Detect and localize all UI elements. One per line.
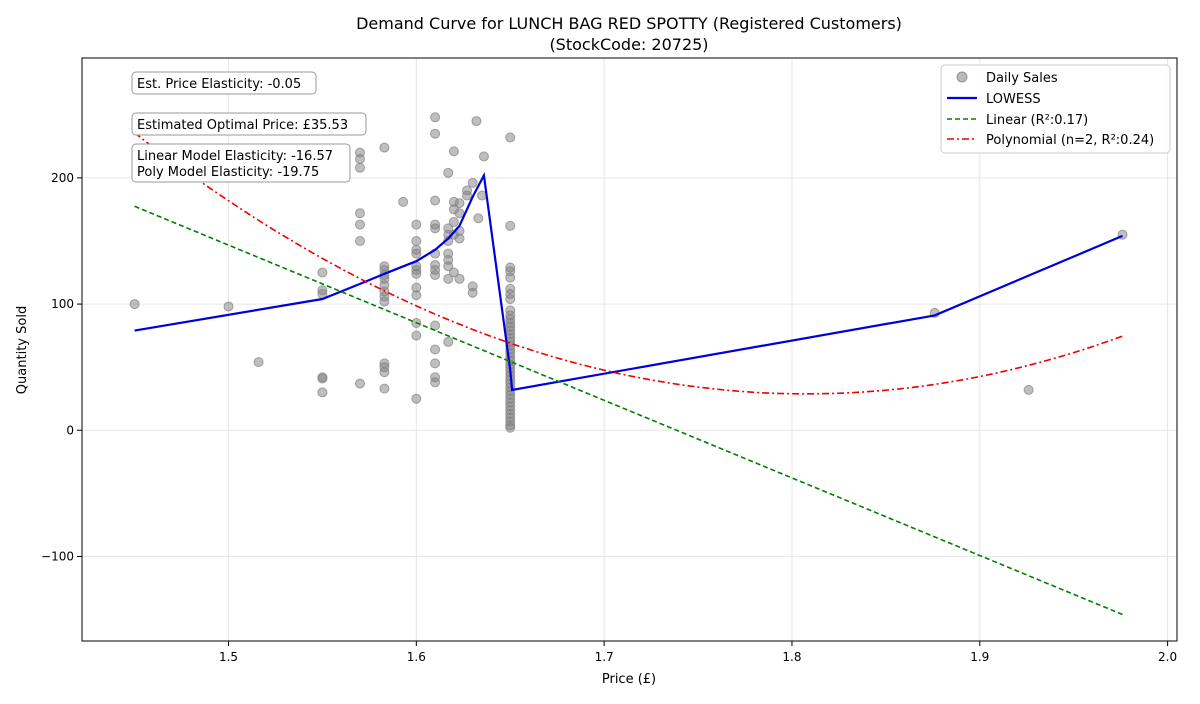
series-line-linear-r-0-17 <box>134 205 1123 616</box>
x-tick-label: 1.8 <box>782 650 801 664</box>
annotation-optimal-price: Estimated Optimal Price: £35.53 <box>131 112 367 136</box>
y-tick-label: 200 <box>51 171 74 185</box>
x-tick-label: 1.5 <box>219 650 238 664</box>
data-point <box>505 294 516 305</box>
data-point <box>448 146 459 157</box>
data-point <box>443 167 454 178</box>
data-point <box>430 358 441 369</box>
plot-frame <box>81 57 1178 642</box>
data-point <box>505 272 516 283</box>
data-point <box>430 270 441 281</box>
data-point <box>443 273 454 284</box>
annotation-model-elasticity: Linear Model Elasticity: -16.57 Poly Mod… <box>131 143 351 183</box>
data-point <box>473 213 484 224</box>
axis-ticks: 1.5 1.6 1.7 1.8 1.9 2.0 −100 0 100 200 <box>41 171 1177 664</box>
legend: Daily Sales LOWESS Linear (R²:0.17) Poly… <box>940 64 1171 154</box>
svg-text:Poly Model Elasticity: -19.75: Poly Model Elasticity: -19.75 <box>137 165 319 180</box>
data-point <box>354 208 365 219</box>
data-point <box>223 301 234 312</box>
svg-text:Estimated Optimal Price: £35.5: Estimated Optimal Price: £35.53 <box>137 118 348 133</box>
legend-frame <box>940 64 1171 154</box>
data-point <box>411 219 422 230</box>
series-line-polynomial-n-2-r-0-24 <box>134 132 1123 395</box>
data-point <box>430 377 441 388</box>
data-point <box>448 267 459 278</box>
data-point <box>317 387 328 398</box>
legend-label-linear: Linear (R²:0.17) <box>986 113 1088 128</box>
data-point <box>317 267 328 278</box>
data-point <box>411 290 422 301</box>
data-point <box>454 198 465 209</box>
annotation-elasticity: Est. Price Elasticity: -0.05 <box>131 71 317 95</box>
x-tick-label: 1.7 <box>595 650 614 664</box>
data-point <box>462 190 473 201</box>
data-point <box>379 383 390 394</box>
legend-label-daily-sales: Daily Sales <box>986 71 1058 86</box>
data-point <box>471 116 482 127</box>
svg-text:Linear Model Elasticity: -16.5: Linear Model Elasticity: -16.57 <box>137 149 333 164</box>
data-point <box>253 357 264 368</box>
series-line-lowess <box>134 171 1123 392</box>
data-point <box>430 195 441 206</box>
data-point <box>467 177 478 188</box>
legend-label-polynomial: Polynomial (n=2, R²:0.24) <box>986 133 1154 148</box>
data-point <box>411 330 422 341</box>
data-point <box>505 220 516 231</box>
y-tick-label: 100 <box>51 297 74 311</box>
legend-marker-daily-sales <box>956 71 968 83</box>
data-point <box>430 128 441 139</box>
data-point <box>467 287 478 298</box>
x-tick-label: 2.0 <box>1158 650 1177 664</box>
chart-subtitle: (StockCode: 20725) <box>549 35 708 54</box>
data-point <box>443 336 454 347</box>
data-point <box>454 273 465 284</box>
data-point <box>354 378 365 389</box>
legend-label-lowess: LOWESS <box>986 92 1041 107</box>
data-point <box>379 367 390 378</box>
data-point <box>398 196 409 207</box>
data-point <box>354 162 365 173</box>
data-point <box>411 248 422 259</box>
x-axis-label: Price (£) <box>602 672 656 687</box>
data-point <box>379 296 390 307</box>
x-tick-label: 1.9 <box>970 650 989 664</box>
data-point <box>443 261 454 272</box>
data-point <box>354 153 365 164</box>
x-tick-label: 1.6 <box>407 650 426 664</box>
svg-text:Est. Price Elasticity: -0.05: Est. Price Elasticity: -0.05 <box>137 77 301 92</box>
plot-area <box>129 112 1128 616</box>
data-point <box>478 151 489 162</box>
y-axis-label: Quantity Sold <box>15 306 30 394</box>
data-point <box>354 235 365 246</box>
data-point <box>317 373 328 384</box>
data-point <box>430 223 441 234</box>
data-point <box>411 268 422 279</box>
data-point <box>1023 384 1034 395</box>
data-point <box>454 233 465 244</box>
data-point <box>379 142 390 153</box>
data-point <box>430 344 441 355</box>
data-point <box>505 422 516 433</box>
grid <box>82 58 1177 641</box>
data-point <box>448 217 459 228</box>
data-point <box>411 393 422 404</box>
y-tick-label: 0 <box>66 423 74 437</box>
y-tick-label: −100 <box>41 549 74 563</box>
data-point <box>129 299 140 310</box>
data-point <box>354 219 365 230</box>
data-point <box>411 235 422 246</box>
chart-title: Demand Curve for LUNCH BAG RED SPOTTY (R… <box>356 14 902 33</box>
data-point <box>505 132 516 143</box>
data-point <box>430 112 441 123</box>
